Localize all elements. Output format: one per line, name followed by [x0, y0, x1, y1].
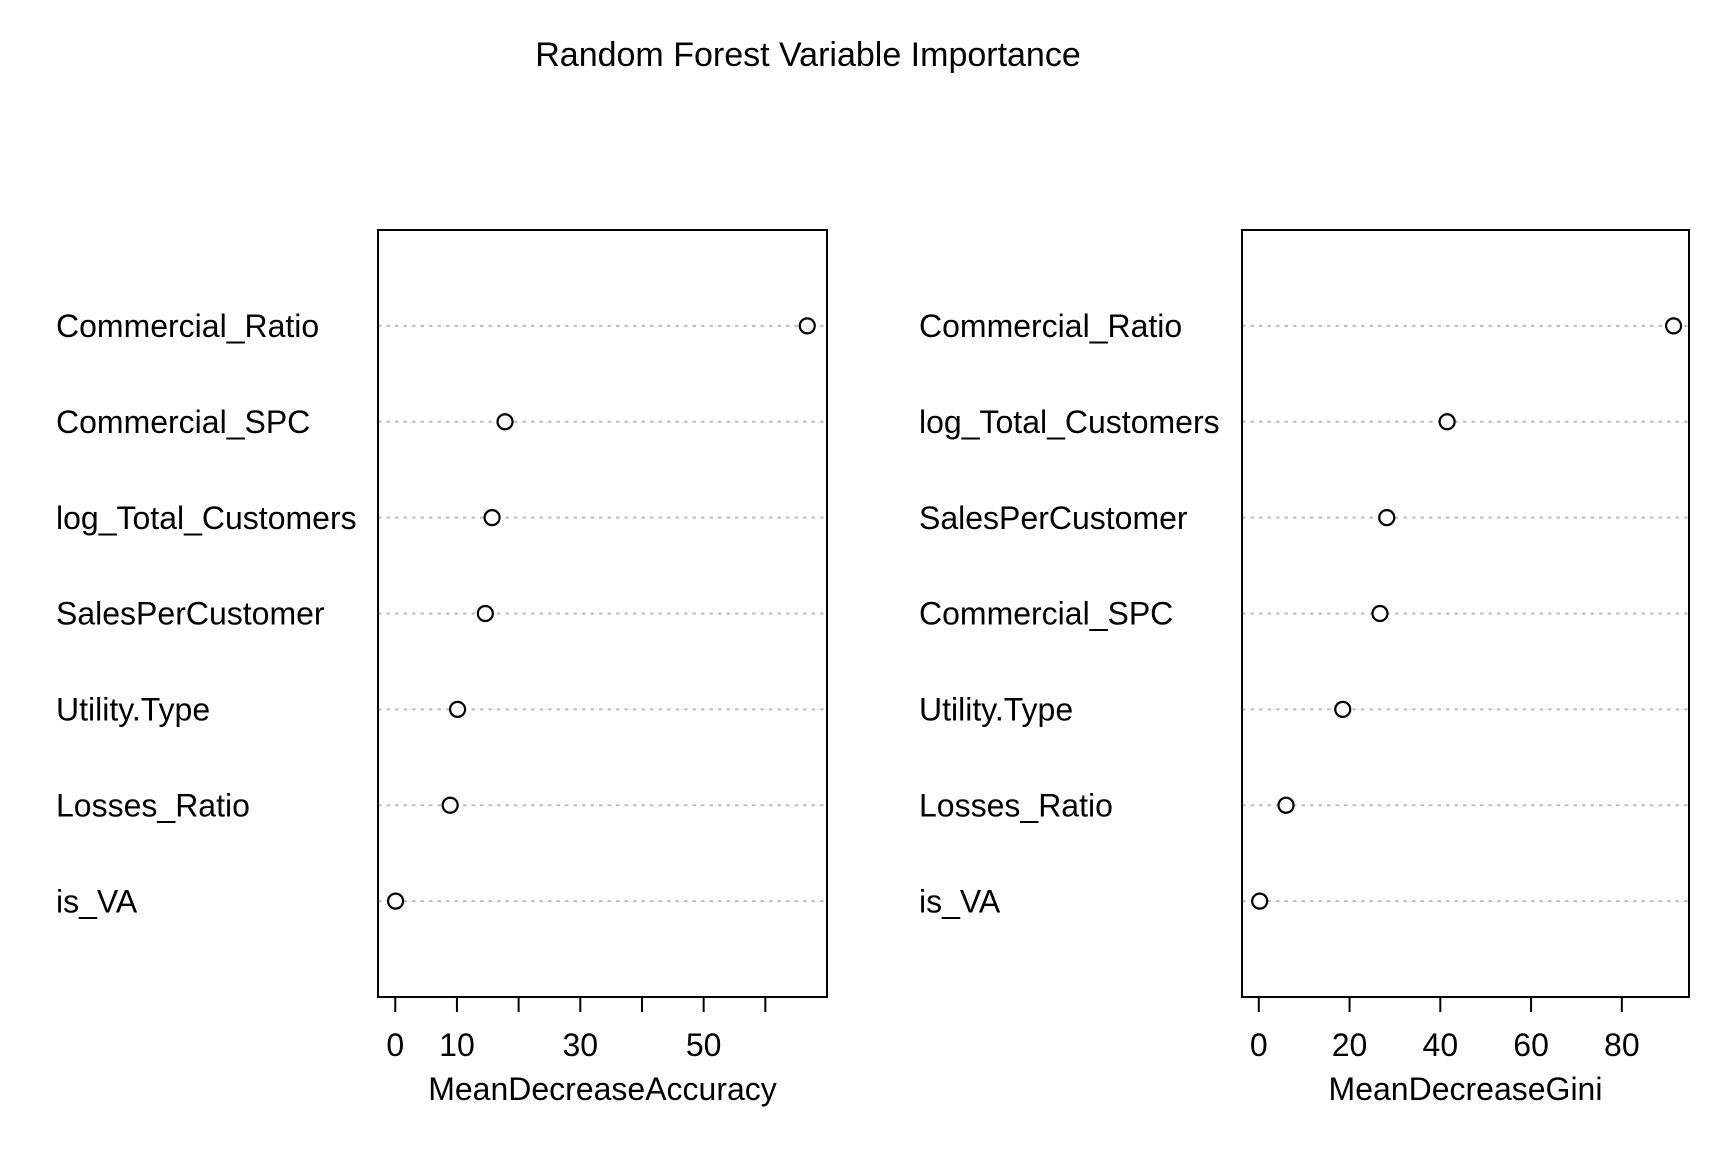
data-point: [441, 796, 459, 814]
category-label: Commercial_SPC: [919, 596, 1173, 632]
data-point: [1371, 604, 1389, 623]
category-label: Utility.Type: [56, 692, 210, 728]
plot-box: [377, 229, 828, 998]
category-label: log_Total_Customers: [56, 500, 357, 536]
category-label: Commercial_Ratio: [56, 308, 319, 344]
data-point: [1438, 413, 1456, 431]
x-axis-tick-label: 60: [1513, 1027, 1549, 1063]
category-label: is_VA: [919, 883, 1001, 919]
x-axis-tick-label: 10: [439, 1027, 475, 1063]
data-point: [386, 892, 405, 910]
category-label: Utility.Type: [919, 692, 1073, 728]
x-axis-tick-label: 50: [686, 1027, 722, 1063]
data-point: [1334, 700, 1352, 718]
data-point: [496, 413, 514, 431]
x-axis-tick-label: 30: [562, 1027, 598, 1063]
x-axis-tick-label: 0: [1250, 1027, 1268, 1063]
category-label: Losses_Ratio: [56, 787, 250, 823]
data-point: [1277, 796, 1295, 814]
data-point: [798, 317, 816, 335]
category-label: Losses_Ratio: [919, 787, 1113, 823]
category-label: log_Total_Customers: [919, 404, 1220, 440]
x-axis-label: MeanDecreaseGini: [1329, 1071, 1603, 1107]
category-label: SalesPerCustomer: [919, 500, 1188, 536]
chart-title: Random Forest Variable Importance: [535, 36, 1081, 74]
panel-mean-decrease-gini: Commercial_Ratio log_Total_Customers Sales…: [919, 229, 1690, 1107]
panel-mean-decrease-accuracy: Commercial_Ratio Commercial_SPC log_Total_…: [56, 229, 828, 1107]
x-axis-tick-label: 40: [1423, 1027, 1459, 1063]
category-label: Commercial_SPC: [56, 404, 310, 440]
category-label: Commercial_Ratio: [919, 308, 1182, 344]
x-axis-tick-label: 20: [1332, 1027, 1368, 1063]
x-axis-tick-label: 0: [386, 1027, 404, 1063]
category-label: is_VA: [56, 883, 138, 919]
data-point: [476, 604, 494, 623]
data-point: [1251, 892, 1269, 910]
data-point: [448, 700, 467, 718]
data-point: [483, 509, 501, 527]
x-axis-tick-label: 80: [1604, 1027, 1640, 1063]
category-label: SalesPerCustomer: [56, 596, 325, 632]
data-point: [1378, 509, 1396, 527]
data-point: [1664, 317, 1683, 335]
plot-box: [1241, 229, 1690, 998]
x-axis-label: MeanDecreaseAccuracy: [428, 1071, 777, 1107]
